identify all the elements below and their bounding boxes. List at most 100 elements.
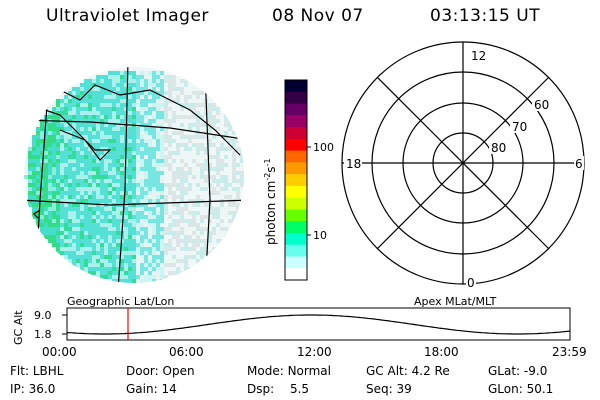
image-pixel — [172, 247, 176, 251]
image-pixel — [160, 131, 164, 135]
image-pixel — [120, 71, 124, 75]
image-pixel — [64, 151, 68, 155]
image-pixel — [52, 211, 56, 215]
image-pixel — [160, 179, 164, 183]
image-pixel — [128, 95, 132, 99]
image-pixel — [104, 143, 108, 147]
image-pixel — [48, 235, 52, 239]
image-pixel — [64, 147, 68, 151]
image-pixel — [64, 215, 68, 219]
image-pixel — [144, 223, 148, 227]
image-pixel — [36, 191, 40, 195]
image-pixel — [108, 91, 112, 95]
parallel-line — [24, 119, 244, 141]
image-pixel — [212, 215, 216, 219]
apex-caption: Apex MLat/MLT — [414, 295, 497, 308]
image-pixel — [96, 135, 100, 139]
lat-label-70: 70 — [512, 120, 527, 134]
image-pixel — [156, 255, 160, 259]
image-pixel — [72, 155, 76, 159]
image-pixel — [104, 139, 108, 143]
image-pixel — [152, 115, 156, 119]
mlt-label-18: 18 — [346, 157, 361, 171]
image-pixel — [220, 159, 224, 163]
image-pixel — [200, 159, 204, 163]
image-pixel — [156, 151, 160, 155]
image-pixel — [168, 143, 172, 147]
image-pixel — [104, 211, 108, 215]
image-pixel — [84, 163, 88, 167]
image-pixel — [164, 231, 168, 235]
image-pixel — [140, 139, 144, 143]
image-pixel — [180, 107, 184, 111]
image-pixel — [124, 175, 128, 179]
image-pixel — [128, 175, 132, 179]
image-pixel — [120, 131, 124, 135]
image-pixel — [104, 119, 108, 123]
image-pixel — [168, 191, 172, 195]
image-pixel — [44, 163, 48, 167]
image-pixel — [156, 131, 160, 135]
image-pixel — [116, 115, 120, 119]
image-pixel — [96, 211, 100, 215]
image-pixel — [144, 111, 148, 115]
image-pixel — [72, 179, 76, 183]
image-pixel — [204, 147, 208, 151]
image-pixel — [188, 115, 192, 119]
image-pixel — [88, 247, 92, 251]
image-pixel — [156, 219, 160, 223]
image-pixel — [100, 179, 104, 183]
image-pixel — [152, 179, 156, 183]
image-pixel — [128, 259, 132, 263]
image-pixel — [152, 263, 156, 267]
image-pixel — [76, 235, 80, 239]
header-date: 08 Nov 07 — [272, 6, 364, 26]
image-pixel — [192, 239, 196, 243]
image-pixel — [204, 207, 208, 211]
image-pixel — [128, 215, 132, 219]
image-pixel — [60, 187, 64, 191]
image-pixel — [160, 119, 164, 123]
image-pixel — [32, 155, 36, 159]
image-pixel — [104, 123, 108, 127]
image-pixel — [112, 95, 116, 99]
image-pixel — [212, 207, 216, 211]
image-pixel — [116, 219, 120, 223]
image-pixel — [156, 119, 160, 123]
image-pixel — [204, 239, 208, 243]
image-pixel — [68, 183, 72, 187]
image-pixel — [76, 127, 80, 131]
image-pixel — [100, 227, 104, 231]
image-pixel — [116, 195, 120, 199]
image-pixel — [112, 79, 116, 83]
image-pixel — [48, 179, 52, 183]
image-pixel — [140, 179, 144, 183]
image-pixel — [88, 263, 92, 267]
image-pixel — [140, 127, 144, 131]
image-pixel — [172, 255, 176, 259]
image-pixel — [188, 95, 192, 99]
image-pixel — [196, 183, 200, 187]
image-pixel — [96, 247, 100, 251]
image-pixel — [48, 183, 52, 187]
image-pixel — [156, 143, 160, 147]
image-pixel — [140, 243, 144, 247]
image-pixel — [60, 227, 64, 231]
image-pixel — [100, 251, 104, 255]
image-pixel — [48, 115, 52, 119]
image-pixel — [80, 215, 84, 219]
image-pixel — [212, 143, 216, 147]
image-pixel — [108, 207, 112, 211]
image-pixel — [128, 135, 132, 139]
image-pixel — [152, 143, 156, 147]
colorbar-segment — [285, 244, 307, 258]
image-pixel — [160, 155, 164, 159]
image-pixel — [96, 159, 100, 163]
image-pixel — [76, 243, 80, 247]
image-pixel — [56, 127, 60, 131]
image-pixel — [164, 271, 168, 275]
image-pixel — [104, 175, 108, 179]
image-pixel — [148, 199, 152, 203]
image-pixel — [128, 155, 132, 159]
image-pixel — [88, 207, 92, 211]
